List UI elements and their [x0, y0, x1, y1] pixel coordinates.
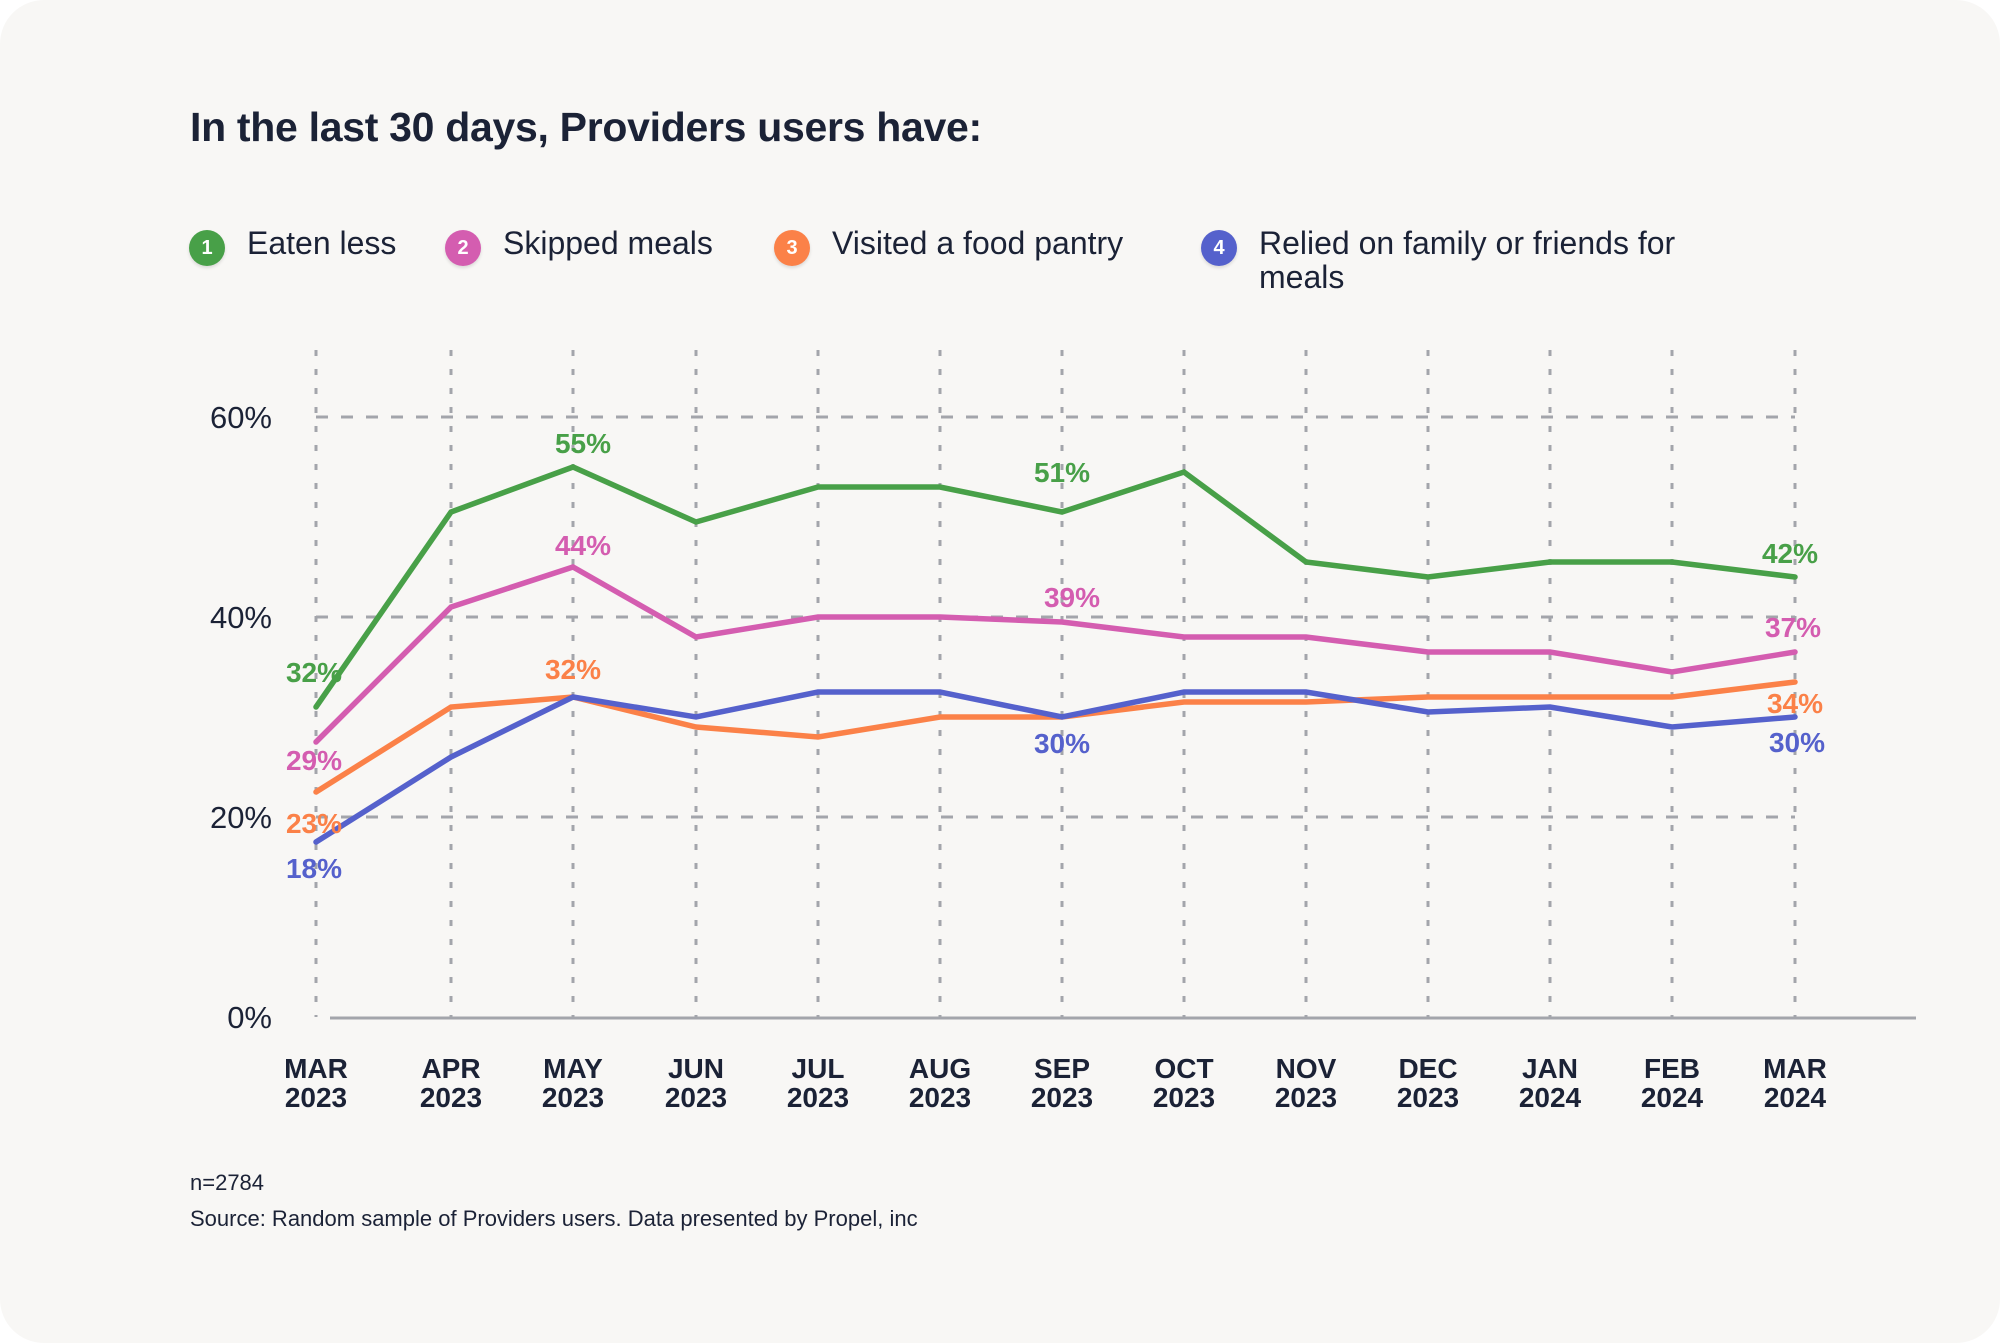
x-tick-label: JAN 2024 [1519, 1053, 1582, 1113]
x-tick-label: DEC 2023 [1397, 1053, 1459, 1113]
x-tick-label: JUL 2023 [787, 1053, 849, 1113]
series-line-2 [313, 564, 1798, 745]
x-tick-year: 2024 [1641, 1082, 1704, 1113]
y-tick-label: 0% [227, 1000, 272, 1035]
legend-badge-2-icon: 2 [445, 230, 481, 266]
data-label: 30% [1769, 727, 1825, 758]
x-tick-month: MAY [543, 1053, 603, 1084]
x-tick-year: 2024 [1764, 1082, 1827, 1113]
x-tick-month: JUN [668, 1053, 724, 1084]
data-label: 29% [286, 745, 342, 776]
series-line-4 [313, 689, 1798, 845]
data-labels: 32% 55% 51% 42% 29% 44% 39% 37% 23% 32% 34% 18% 30% 3… [286, 428, 1825, 884]
x-tick-year: 2023 [1397, 1082, 1459, 1113]
legend-label: Eaten less [247, 225, 397, 261]
legend-label: Skipped meals [503, 225, 713, 261]
x-tick-year: 2023 [420, 1082, 482, 1113]
series-line-1 [313, 464, 1798, 710]
horizontal-gridlines [316, 415, 1795, 819]
x-tick-year: 2023 [1031, 1082, 1093, 1113]
legend-badge-4-icon: 4 [1201, 230, 1237, 266]
x-tick-year: 2023 [1153, 1082, 1215, 1113]
y-tick-label: 60% [210, 400, 272, 435]
y-tick-label: 20% [210, 800, 272, 835]
legend-badge-1-icon: 1 [189, 230, 225, 266]
x-tick-label: MAR 2023 [284, 1053, 348, 1113]
legend-item-visited-food-pantry: 3 Visited a food pantry [774, 226, 1123, 266]
x-tick-month: MAR [284, 1053, 348, 1084]
x-tick-label: FEB 2024 [1641, 1053, 1704, 1113]
data-label: 51% [1034, 457, 1090, 488]
x-tick-month: DEC [1398, 1053, 1457, 1084]
x-tick-month: NOV [1276, 1053, 1337, 1084]
data-label: 42% [1762, 538, 1818, 569]
data-label: 30% [1034, 728, 1090, 759]
data-label: 32% [545, 654, 601, 685]
x-tick-month: JUL [792, 1053, 845, 1084]
data-label: 23% [286, 808, 342, 839]
series-lines [313, 464, 1798, 845]
legend-item-relied-on-family: 4 Relied on family or friends for meals [1201, 226, 1699, 294]
legend-badge-3-icon: 3 [774, 230, 810, 266]
x-tick-year: 2023 [787, 1082, 849, 1113]
data-label: 39% [1044, 582, 1100, 613]
x-tick-month: APR [421, 1053, 480, 1084]
x-tick-month: OCT [1154, 1053, 1213, 1084]
x-tick-year: 2023 [542, 1082, 604, 1113]
x-tick-year: 2023 [665, 1082, 727, 1113]
y-tick-label: 40% [210, 600, 272, 635]
x-tick-label: SEP 2023 [1031, 1053, 1093, 1113]
legend-item-skipped-meals: 2 Skipped meals [445, 226, 713, 266]
y-tick-labels: 0% 20% 40% 60% [210, 400, 272, 1035]
x-tick-month: FEB [1644, 1053, 1700, 1084]
data-label: 32% [286, 657, 342, 688]
legend-item-eaten-less: 1 Eaten less [189, 226, 396, 266]
source-note: Source: Random sample of Providers users… [190, 1206, 918, 1231]
data-label: 34% [1767, 688, 1823, 719]
sample-size-note: n=2784 [190, 1170, 265, 1195]
x-tick-month: JAN [1522, 1053, 1578, 1084]
x-tick-label: AUG 2023 [909, 1053, 971, 1113]
x-tick-label: JUN 2023 [665, 1053, 727, 1113]
x-tick-year: 2023 [1275, 1082, 1337, 1113]
x-tick-year: 2023 [285, 1082, 347, 1113]
x-tick-label: MAY 2023 [542, 1053, 604, 1113]
legend-label: Relied on family or friends for meals [1259, 225, 1676, 295]
x-tick-label: APR 2023 [420, 1053, 482, 1113]
chart-title: In the last 30 days, Providers users hav… [190, 104, 982, 150]
x-tick-month: AUG [909, 1053, 971, 1084]
x-tick-label: MAR 2024 [1763, 1053, 1827, 1113]
data-label: 44% [555, 530, 611, 561]
x-tick-label: OCT 2023 [1153, 1053, 1215, 1113]
legend-label: Visited a food pantry [832, 225, 1124, 261]
x-tick-year: 2024 [1519, 1082, 1582, 1113]
x-tick-month: SEP [1034, 1053, 1090, 1084]
x-tick-year: 2023 [909, 1082, 971, 1113]
data-label: 37% [1765, 612, 1821, 643]
x-tick-label: NOV 2023 [1275, 1053, 1337, 1113]
vertical-gridlines [314, 350, 1797, 1017]
x-tick-month: MAR [1763, 1053, 1827, 1084]
data-label: 18% [286, 853, 342, 884]
data-label: 55% [555, 428, 611, 459]
